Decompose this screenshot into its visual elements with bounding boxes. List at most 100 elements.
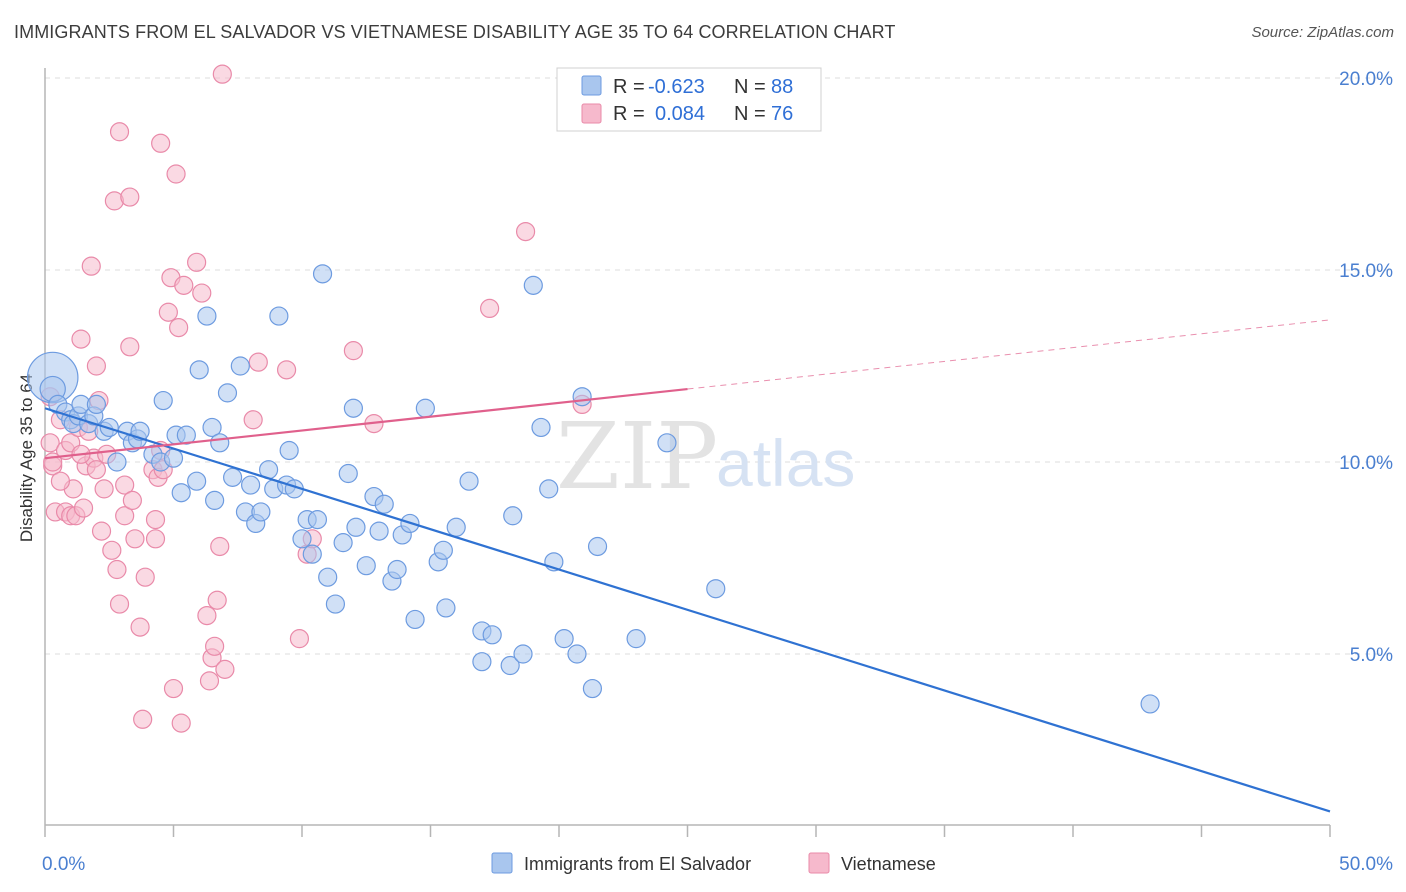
el-salvador-point — [107, 452, 127, 472]
el-salvador-point — [657, 433, 677, 453]
el-salvador-point — [387, 559, 407, 580]
el-salvador-point — [539, 479, 559, 499]
el-salvador-point — [197, 306, 217, 326]
el-salvador-point — [446, 517, 466, 537]
bottom-legend-swatch-pink — [808, 852, 830, 874]
bottom-legend-label-vietnamese: Vietnamese — [841, 854, 936, 874]
legend-r-value-1: -0.623 — [648, 76, 705, 98]
el-salvador-point — [241, 475, 261, 495]
el-salvador-point — [587, 536, 608, 557]
y-tick-label-10: 10.0% — [1339, 453, 1393, 474]
vietnamese-point — [125, 529, 145, 549]
vietnamese-point — [158, 302, 178, 322]
vietnamese-point — [91, 521, 112, 541]
el-salvador-point — [318, 567, 338, 587]
x-tick-label-0: 0.0% — [42, 854, 85, 875]
el-salvador-point — [189, 360, 209, 380]
vietnamese-point — [102, 540, 122, 560]
y-tick-label-15: 15.0% — [1339, 261, 1393, 282]
vietnamese-point — [86, 356, 107, 376]
vietnamese-point — [480, 298, 500, 318]
vietnamese-point — [120, 337, 140, 357]
el-salvador-point — [312, 264, 333, 284]
vietnamese-point — [199, 671, 220, 691]
trend-lines — [44, 319, 1331, 813]
vietnamese-point — [343, 341, 363, 361]
vietnamese-point — [115, 475, 135, 495]
el-salvador-point — [436, 598, 456, 618]
el-salvador-point — [513, 644, 533, 664]
el-salvador-point — [500, 655, 520, 676]
el-salvador-point — [279, 440, 299, 461]
el-salvador-point — [325, 594, 346, 614]
legend-r-label-2: R = — [613, 103, 645, 125]
vietnamese-point — [107, 559, 127, 580]
el-salvador-point — [554, 629, 574, 649]
legend-n-label-1: N = — [734, 76, 766, 98]
vietnamese-point — [130, 617, 150, 637]
vietnamese-point — [207, 590, 227, 610]
vietnamese-point — [205, 636, 225, 656]
watermark-atlas: atlas — [716, 426, 855, 500]
stats-legend: R = -0.623 N = 88 R = 0.084 N = 76 — [556, 67, 822, 132]
y-tick-label-20: 20.0% — [1339, 69, 1393, 90]
legend-swatch-pink — [581, 103, 602, 124]
legend-r-label-1: R = — [613, 76, 645, 98]
el-salvador-point — [202, 417, 222, 438]
el-salvador-point — [626, 629, 646, 649]
el-salvador-point — [269, 306, 289, 326]
el-salvador-point — [333, 533, 353, 553]
el-salvador-point — [433, 540, 453, 560]
vietnamese-point — [81, 256, 101, 276]
el-salvador-point — [523, 275, 543, 295]
el-salvador-point — [343, 398, 363, 418]
vietnamese-point — [94, 479, 114, 499]
vietnamese-point — [276, 360, 297, 380]
vietnamese-point — [174, 275, 194, 295]
x-tick-label-50: 50.0% — [1339, 854, 1393, 875]
vietnamese-point — [133, 709, 153, 729]
el-salvador-point — [472, 652, 492, 672]
el-salvador-point — [531, 417, 551, 438]
vietnamese-point — [169, 318, 189, 338]
el-salvador-point — [459, 471, 479, 491]
vietnamese-point — [212, 64, 232, 84]
chart-title: IMMIGRANTS FROM EL SALVADOR VS VIETNAMES… — [14, 22, 896, 42]
vietnamese-point — [243, 410, 263, 430]
legend-r-value-2: 0.084 — [655, 103, 705, 125]
vietnamese-point — [166, 164, 186, 184]
legend-n-value-2: 76 — [771, 103, 793, 125]
y-tick-label-5: 5.0% — [1350, 645, 1393, 666]
vietnamese-point — [248, 352, 268, 372]
el-salvador-points — [26, 264, 1160, 714]
el-salvador-point — [572, 387, 592, 407]
vietnamese-point — [120, 187, 140, 207]
el-salvador-point — [405, 609, 425, 630]
vietnamese-trend-line — [44, 387, 688, 460]
bottom-legend-label-el-salvador: Immigrants from El Salvador — [524, 854, 751, 874]
el-salvador-point — [374, 494, 394, 514]
vietnamese-point — [135, 567, 155, 587]
legend-n-value-1: 88 — [771, 76, 793, 98]
vietnamese-point — [40, 433, 60, 453]
el-salvador-trend-line — [44, 407, 1331, 813]
vietnamese-point — [215, 659, 235, 679]
watermark-zip: ZIP — [556, 403, 718, 510]
el-salvador-point — [153, 390, 173, 411]
vietnamese-point — [151, 133, 171, 153]
el-salvador-point — [210, 433, 230, 453]
el-salvador-point — [356, 556, 376, 576]
el-salvador-point — [86, 394, 107, 414]
vietnamese-point — [192, 283, 212, 303]
bottom-legend-swatch-blue — [491, 852, 513, 874]
vietnamese-point — [122, 490, 142, 510]
vietnamese-point — [145, 529, 166, 549]
el-salvador-point — [567, 644, 587, 664]
vietnamese-point — [86, 460, 107, 480]
vietnamese-point — [109, 122, 130, 142]
vietnamese-point — [145, 509, 166, 530]
el-salvador-point — [176, 425, 196, 445]
vietnamese-point — [210, 536, 230, 557]
el-salvador-point — [292, 529, 312, 549]
y-tick-labels: 5.0% 10.0% 15.0% 20.0% — [1339, 69, 1393, 666]
